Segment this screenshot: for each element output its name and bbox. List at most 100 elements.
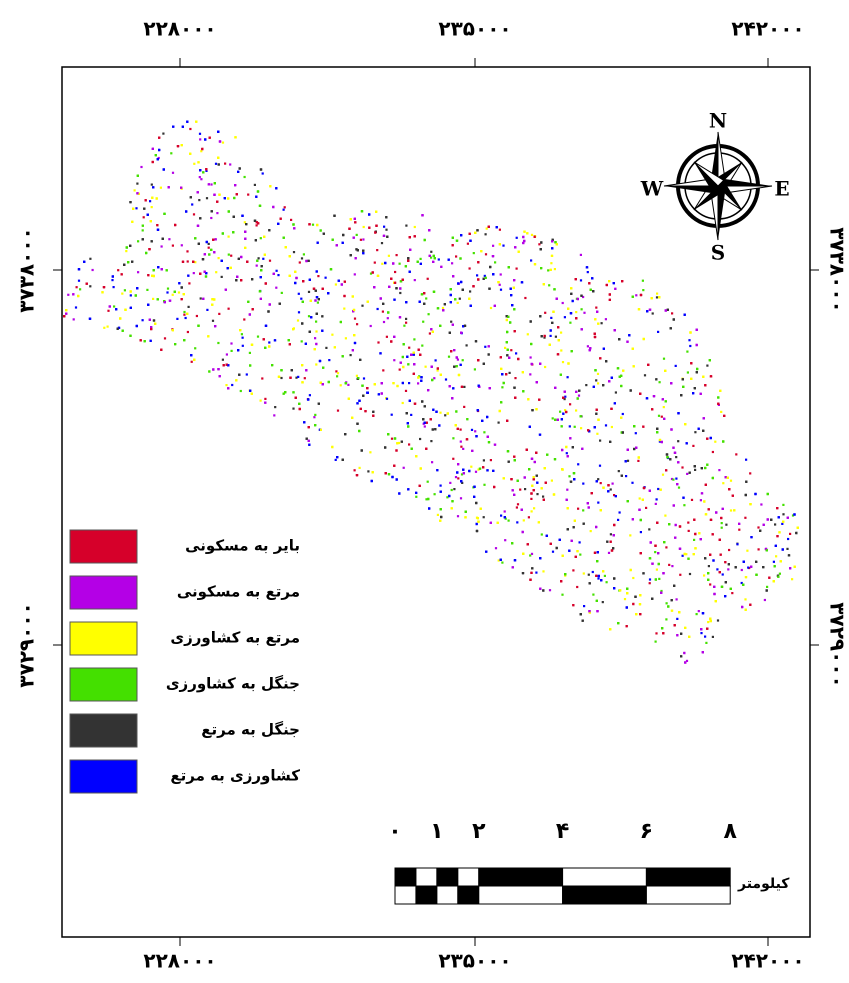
pixel [514, 377, 516, 379]
pixel [612, 483, 614, 485]
pixel [671, 565, 673, 567]
pixel [429, 255, 431, 257]
pixel [63, 315, 65, 317]
pixel [543, 283, 545, 285]
pixel [439, 325, 441, 327]
pixel [556, 547, 558, 549]
pixel [652, 312, 654, 314]
pixel [775, 555, 777, 557]
pixel [646, 397, 648, 399]
pixel [501, 562, 503, 564]
pixel [206, 197, 208, 199]
pixel [460, 332, 462, 334]
pixel [663, 358, 665, 360]
pixel [439, 520, 441, 522]
pixel [352, 295, 354, 297]
pixel [666, 453, 668, 455]
pixel [577, 463, 579, 465]
pixel [210, 217, 212, 219]
pixel [482, 466, 484, 468]
pixel [536, 475, 538, 477]
pixel [495, 547, 497, 549]
pixel [425, 448, 427, 450]
pixel [485, 233, 487, 235]
pixel [457, 477, 459, 479]
pixel [457, 428, 459, 430]
pixel [394, 437, 396, 439]
pixel [494, 305, 496, 307]
pixel [208, 183, 210, 185]
pixel [472, 285, 474, 287]
pixel [682, 378, 684, 380]
pixel [514, 397, 516, 399]
pixel [517, 358, 519, 360]
pixel [550, 543, 552, 545]
pixel [565, 411, 567, 413]
pixel [217, 342, 219, 344]
scale-label: ۸ [723, 819, 737, 844]
pixel [594, 333, 596, 335]
pixel [336, 375, 338, 377]
pixel [475, 340, 477, 342]
pixel [305, 343, 307, 345]
pixel [354, 218, 356, 220]
pixel [632, 518, 634, 520]
pixel [328, 359, 330, 361]
pixel [560, 374, 562, 376]
pixel [611, 426, 613, 428]
pixel [174, 291, 176, 293]
pixel [384, 262, 386, 264]
pixel [142, 225, 144, 227]
pixel [257, 190, 259, 192]
pixel [214, 325, 216, 327]
pixel [152, 186, 154, 188]
pixel [572, 446, 574, 448]
pixel [336, 456, 338, 458]
pixel [476, 274, 478, 276]
pixel [193, 163, 195, 165]
pixel [322, 383, 324, 385]
pixel [204, 253, 206, 255]
pixel [319, 360, 321, 362]
pixel [417, 376, 419, 378]
pixel [715, 600, 717, 602]
pixel [709, 618, 711, 620]
pixel [562, 413, 564, 415]
pixel [555, 336, 557, 338]
pixel [531, 234, 533, 236]
pixel [152, 148, 154, 150]
pixel [421, 293, 423, 295]
pixel [222, 142, 224, 144]
pixel [719, 390, 721, 392]
pixel [197, 225, 199, 227]
pixel [332, 239, 334, 241]
pixel [434, 428, 436, 430]
pixel [632, 348, 634, 350]
pixel [500, 559, 502, 561]
pixel [638, 308, 640, 310]
pixel [147, 304, 149, 306]
pixel [782, 521, 784, 523]
pixel [671, 599, 673, 601]
pixel [531, 510, 533, 512]
pixel [308, 426, 310, 428]
pixel [407, 363, 409, 365]
pixel [242, 337, 244, 339]
pixel [776, 507, 778, 509]
pixel [221, 260, 223, 262]
pixel [509, 372, 511, 374]
pixel [550, 269, 552, 271]
bottom-coord-label: ۲۲۸۰۰۰ [143, 949, 216, 973]
pixel [732, 495, 734, 497]
pixel [387, 433, 389, 435]
pixel [227, 267, 229, 269]
pixel [568, 550, 570, 552]
pixel [766, 549, 768, 551]
pixel [690, 362, 692, 364]
pixel [172, 294, 174, 296]
pixel [238, 258, 240, 260]
pixel [409, 249, 411, 251]
pixel [219, 140, 221, 142]
pixel [725, 581, 727, 583]
pixel [551, 480, 553, 482]
